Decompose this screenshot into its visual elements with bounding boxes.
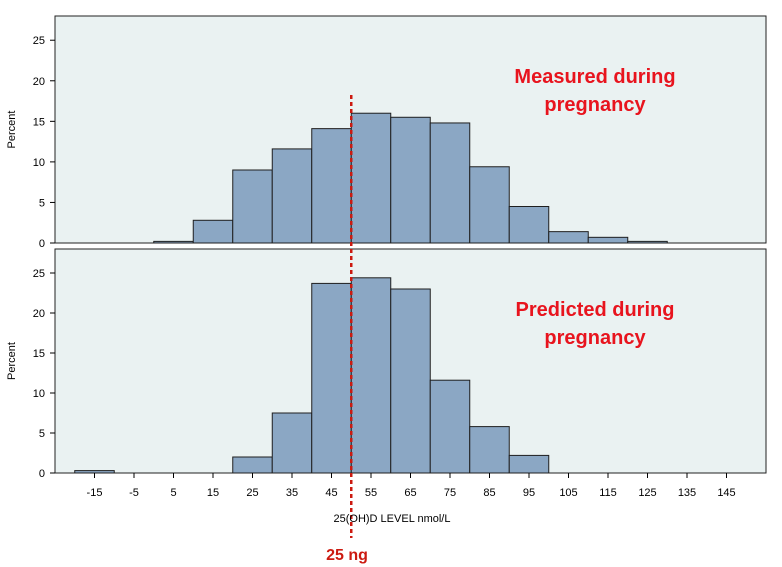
histogram-bar (429, 379, 471, 474)
x-tick-label: 15 (207, 487, 219, 499)
histogram-bar (350, 112, 392, 244)
panel-measured: 0 5 10 15 20 25 Percent Measured during pregnanc… (6, 15, 767, 250)
x-tick-label: 65 (404, 487, 416, 499)
x-tick-label: 25 (246, 487, 258, 499)
histogram-bar (232, 456, 273, 474)
y-tick-label: 0 (39, 238, 45, 250)
y-tick-label: 5 (39, 197, 45, 209)
y-tick-label: 15 (33, 116, 45, 128)
x-tick-label: -15 (87, 487, 103, 499)
histogram-bar (390, 116, 431, 244)
x-tick-label: 85 (483, 487, 495, 499)
histogram-bar (192, 219, 234, 244)
histogram-bar (74, 470, 115, 474)
histogram-bar (627, 240, 668, 244)
x-axis: -15 -5 5 15 25 35 45 55 65 75 85 95 105 115 125 135 145 (87, 473, 736, 499)
x-tick-label: 145 (717, 487, 735, 499)
panel-predicted: 0 5 10 15 20 25 Percent Predicted during pregnan… (6, 248, 767, 480)
reference-line-label: 25 ng (326, 547, 368, 564)
histogram-bar (469, 426, 510, 474)
y-tick-label: 25 (33, 268, 45, 280)
histogram-bar (311, 128, 352, 244)
histogram-bar (390, 288, 431, 474)
y-axis-label: Percent (6, 111, 18, 149)
y-tick-label: 5 (39, 428, 45, 440)
y-tick-label: 15 (33, 348, 45, 360)
y-axis-label: Percent (6, 342, 18, 380)
panel-annotation: pregnancy (544, 94, 646, 116)
x-tick-label: 135 (678, 487, 696, 499)
histogram-bar (548, 231, 589, 244)
x-tick-label: 115 (599, 487, 617, 499)
y-tick-label: 0 (39, 468, 45, 480)
histogram-bar (508, 454, 550, 474)
histogram-bar (271, 412, 313, 474)
y-tick-label: 10 (33, 388, 45, 400)
histogram-bar (311, 282, 352, 474)
panel-annotation: Predicted during (516, 299, 675, 321)
x-tick-label: 105 (559, 487, 577, 499)
histogram-bar (469, 166, 510, 244)
histogram-bar (350, 277, 392, 474)
y-tick-label: 10 (33, 157, 45, 169)
y-tick-label: 25 (33, 35, 45, 47)
x-tick-label: 75 (444, 487, 456, 499)
x-tick-label: 95 (523, 487, 535, 499)
histogram-bar (153, 240, 194, 244)
x-tick-label: 45 (325, 487, 337, 499)
histogram-bar (429, 122, 471, 244)
x-tick-label: 55 (365, 487, 377, 499)
histogram-bar (232, 169, 273, 244)
x-tick-label: 35 (286, 487, 298, 499)
panel-annotation: Measured during (514, 66, 675, 88)
y-tick-label: 20 (33, 76, 45, 88)
histogram-bar (271, 148, 313, 244)
histogram-bar (508, 206, 550, 244)
x-axis-label: 25(OH)D LEVEL nmol/L (334, 513, 451, 525)
histogram-bar (587, 236, 629, 244)
x-tick-label: 125 (638, 487, 656, 499)
y-tick-label: 20 (33, 308, 45, 320)
panel-annotation: pregnancy (544, 327, 646, 349)
x-tick-label: -5 (129, 487, 139, 499)
x-tick-label: 5 (170, 487, 176, 499)
